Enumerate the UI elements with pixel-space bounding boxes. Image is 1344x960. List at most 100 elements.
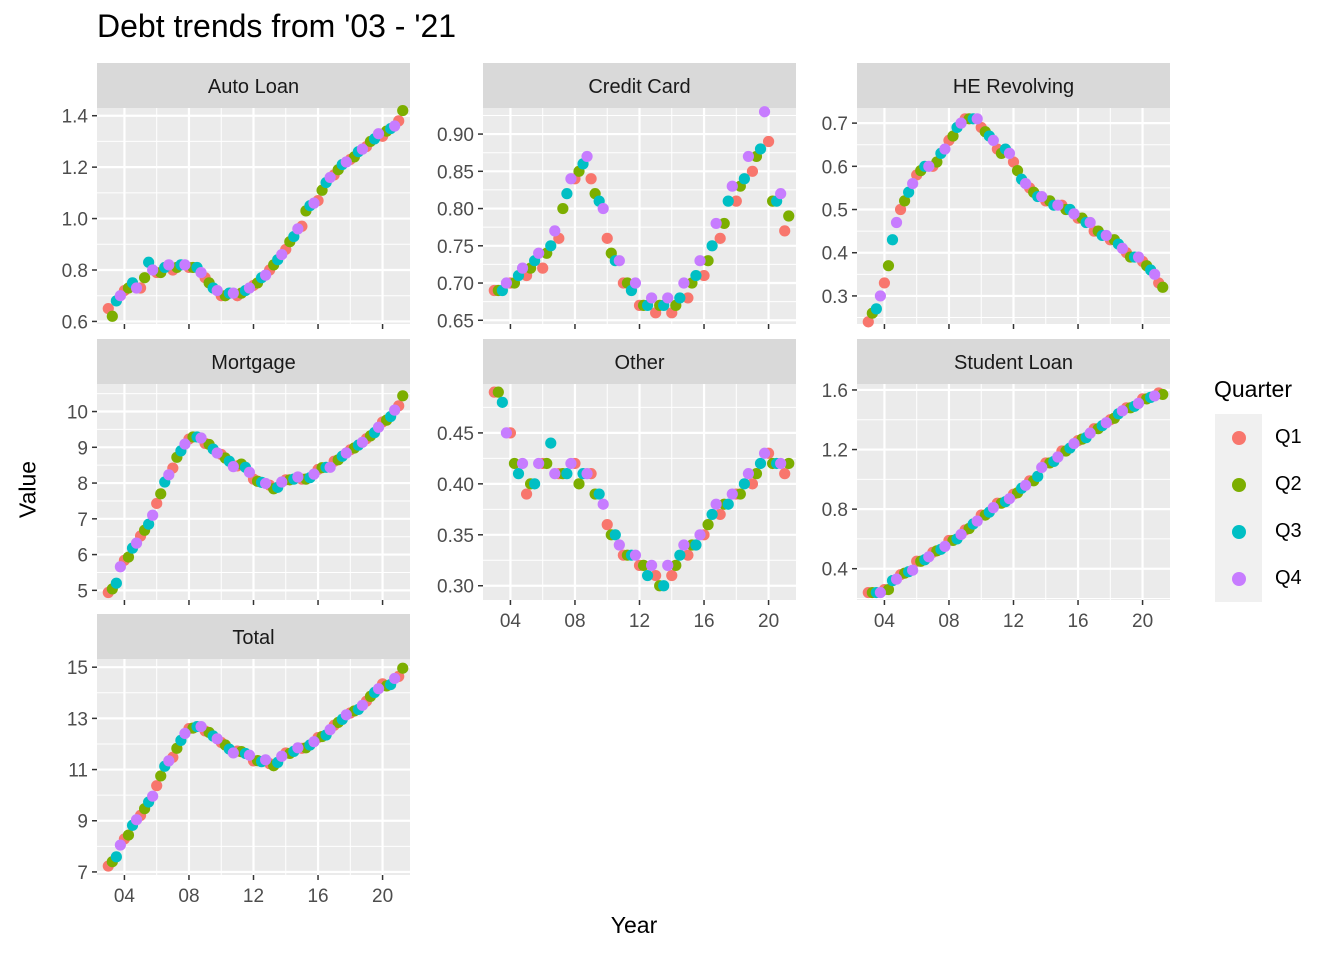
facet-strip-label: Total — [232, 627, 274, 649]
data-point-q1 — [682, 292, 694, 304]
data-point-q3 — [870, 303, 882, 315]
legend-key — [1215, 508, 1262, 555]
x-axis-title: Year — [610, 912, 658, 938]
data-point-q2 — [750, 468, 763, 480]
data-point-q4 — [890, 573, 903, 585]
data-point-q2 — [122, 551, 135, 563]
data-point-q4 — [662, 559, 674, 571]
data-point-q4 — [775, 457, 787, 470]
data-point-q4 — [1084, 216, 1096, 229]
data-point-q4 — [324, 171, 336, 184]
facet-mortgage: Mortgage 5 6 7 8 9 10 — [67, 339, 410, 605]
x-tick-label: 16 — [1067, 611, 1088, 632]
data-point-q4 — [516, 457, 529, 470]
data-point-q4 — [874, 586, 886, 599]
data-point-q4 — [613, 539, 625, 551]
legend-label: Q4 — [1275, 567, 1302, 589]
data-point-q4 — [939, 540, 951, 552]
data-point-q4 — [372, 128, 385, 140]
data-point-q2 — [947, 130, 959, 142]
data-point-q2 — [508, 457, 521, 470]
y-tick-label: 0.35 — [437, 526, 474, 547]
facet-he-revolving: HE Revolving 0.3 0.4 0.5 0.6 0.7 — [822, 63, 1170, 329]
data-point-q4 — [1100, 229, 1112, 242]
legend-key — [1215, 555, 1262, 602]
data-point-q2 — [882, 260, 895, 272]
data-point-q1 — [698, 269, 710, 282]
data-point-q4 — [1003, 147, 1016, 159]
facet-strip — [97, 63, 410, 108]
data-point-q3 — [674, 292, 686, 304]
data-point-q1 — [666, 569, 678, 582]
data-point-q1 — [714, 232, 726, 244]
y-tick-label: 0.40 — [437, 475, 474, 496]
data-point-q2 — [397, 390, 409, 402]
data-point-q3 — [609, 529, 621, 541]
data-point-q4 — [1100, 417, 1112, 429]
data-point-q4 — [356, 143, 369, 155]
data-point-q3 — [706, 508, 718, 521]
facet-credit-card: Credit Card 0.65 0.70 0.75 0.80 0.85 0.90 — [437, 63, 796, 332]
data-point-q4 — [939, 143, 951, 155]
facet-strip-label: HE Revolving — [953, 76, 1074, 98]
data-point-q2 — [122, 829, 135, 841]
data-point-q4 — [694, 529, 706, 541]
data-point-q2 — [637, 559, 650, 571]
data-point-q4 — [662, 292, 674, 304]
data-point-q4 — [260, 754, 272, 766]
y-tick-label: 1.2 — [822, 441, 848, 462]
data-point-q4 — [227, 747, 239, 759]
data-point-q4 — [500, 427, 512, 439]
data-point-q4 — [923, 160, 935, 172]
legend-swatch — [1232, 572, 1246, 586]
data-point-q4 — [211, 284, 223, 297]
y-tick-label: 0.80 — [437, 200, 474, 221]
data-point-q4 — [276, 476, 288, 488]
y-tick-label: 0.5 — [822, 201, 848, 222]
data-point-q4 — [243, 749, 256, 761]
data-point-q4 — [130, 814, 143, 826]
x-tick-label: 16 — [693, 611, 714, 632]
y-tick-label: 0.75 — [437, 237, 474, 258]
data-point-q2 — [1011, 165, 1024, 177]
data-point-q4 — [179, 438, 191, 450]
data-point-q3 — [1032, 470, 1044, 482]
data-point-q4 — [227, 287, 239, 299]
data-point-q4 — [597, 498, 609, 510]
data-point-q2 — [557, 202, 569, 215]
data-point-q1 — [682, 549, 694, 561]
data-point-q4 — [775, 188, 787, 200]
data-point-q4 — [629, 277, 642, 289]
data-point-q4 — [340, 156, 352, 168]
y-tick-label: 0.85 — [437, 162, 474, 183]
data-point-q4 — [227, 461, 239, 473]
data-point-q4 — [581, 150, 593, 163]
data-point-q2 — [541, 457, 553, 470]
data-point-q4 — [907, 564, 919, 576]
data-point-q4 — [758, 447, 771, 459]
data-point-q4 — [1116, 242, 1129, 254]
y-tick-label: 13 — [67, 709, 88, 730]
data-point-q4 — [500, 277, 512, 289]
data-point-q4 — [1036, 190, 1048, 203]
data-point-q4 — [1084, 427, 1096, 439]
data-point-q4 — [710, 498, 722, 510]
data-point-q4 — [372, 683, 385, 695]
x-tick-label: 20 — [1132, 611, 1153, 632]
data-point-q3 — [658, 580, 670, 592]
y-tick-label: 0.90 — [437, 125, 474, 146]
data-point-q4 — [597, 202, 609, 215]
data-point-q3 — [722, 195, 734, 207]
data-point-q4 — [1020, 479, 1032, 491]
data-point-q1 — [746, 478, 759, 490]
x-tick-label: 16 — [307, 886, 328, 907]
data-point-q1 — [151, 497, 163, 510]
data-point-q1 — [520, 488, 533, 500]
x-tick-label: 12 — [1003, 611, 1024, 632]
x-tick-label: 20 — [372, 886, 393, 907]
y-tick-label: 6 — [77, 546, 88, 567]
data-point-q4 — [308, 197, 320, 209]
data-point-q4 — [147, 790, 159, 802]
data-point-q4 — [646, 292, 658, 304]
y-tick-label: 0.65 — [437, 311, 474, 332]
